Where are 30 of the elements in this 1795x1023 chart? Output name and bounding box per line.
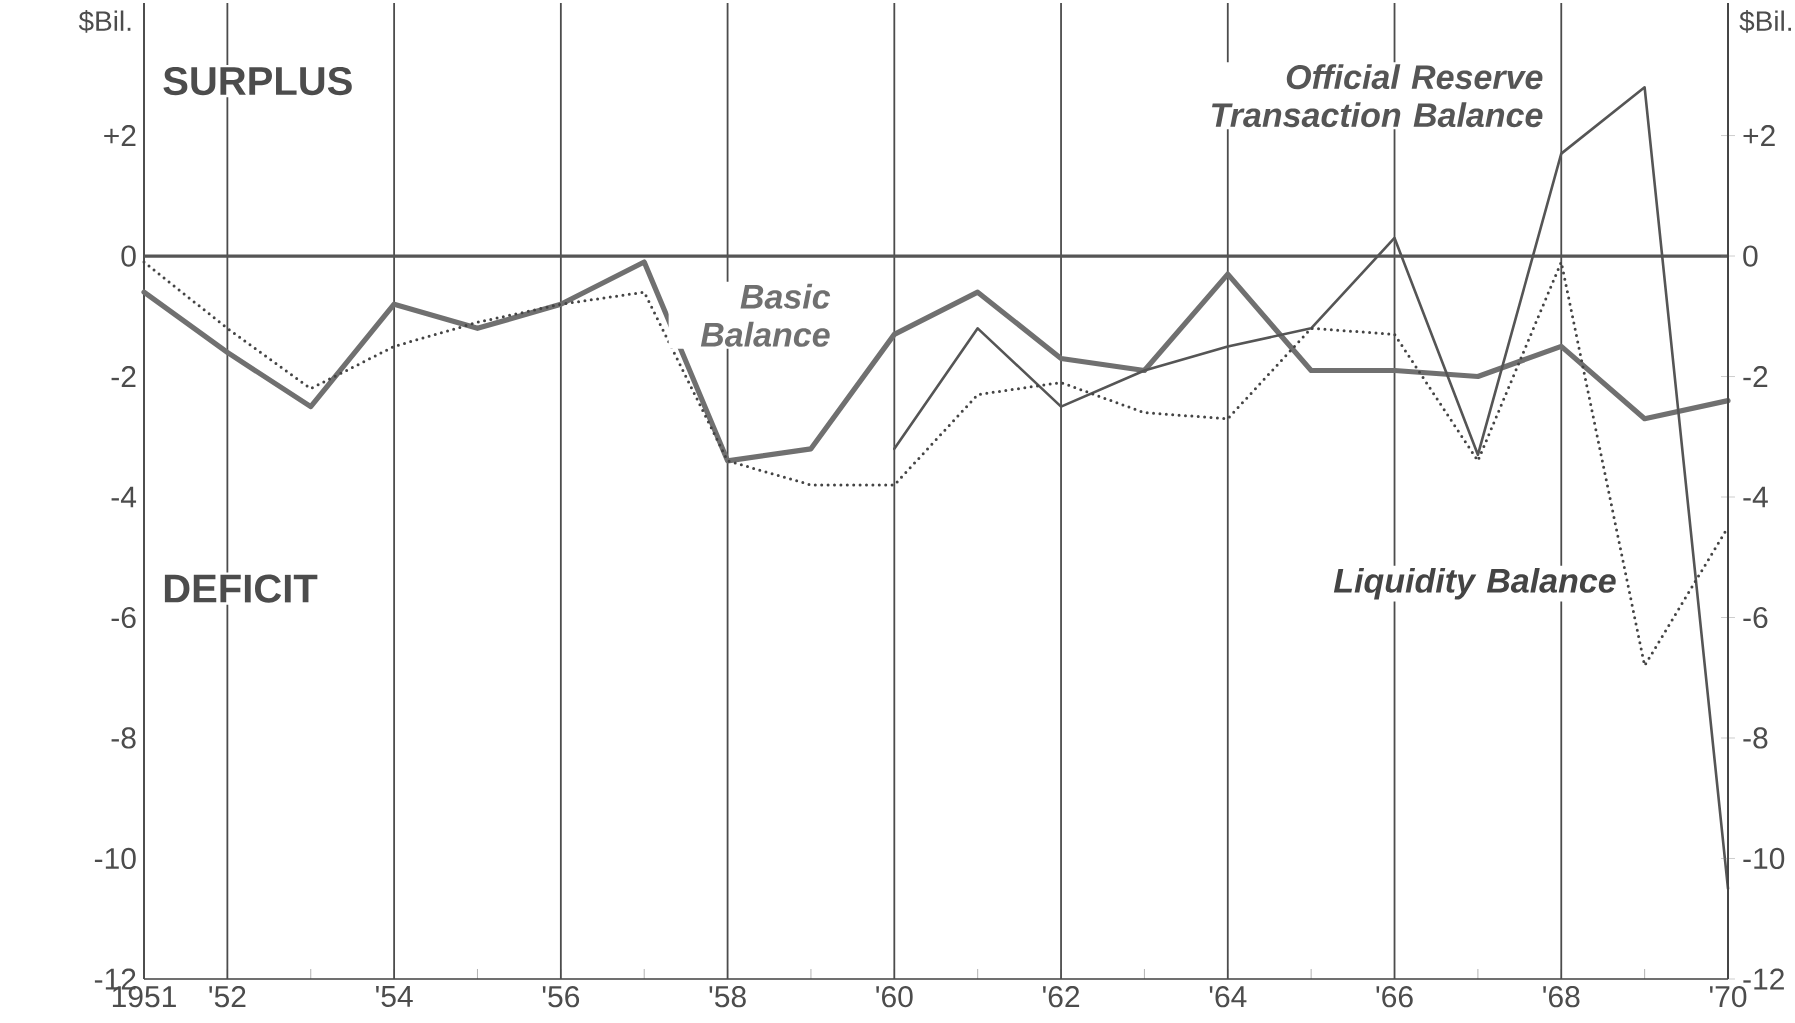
y-tick-label: -8 xyxy=(111,727,136,749)
x-tick-label: '62 xyxy=(1043,986,1080,1008)
series-label: Official Reserve Transaction Balance xyxy=(1212,64,1543,128)
y2-tick-label: -6 xyxy=(1743,606,1768,629)
y2-tick-label: -8 xyxy=(1743,727,1768,749)
x-tick-label: '68 xyxy=(1543,986,1580,1008)
y-tick-label: -2 xyxy=(111,366,136,387)
x-tick-label: '52 xyxy=(209,986,246,1008)
x-tick-label: '60 xyxy=(876,986,913,1008)
y-tick-label: 0 xyxy=(121,245,136,267)
series-label: Basic Balance xyxy=(700,283,831,347)
annotation: SURPLUS xyxy=(163,66,352,96)
y2-tick-label: 0 xyxy=(1743,245,1758,267)
y2-tick-label: -2 xyxy=(1743,366,1768,387)
y-axis-title: $Bil. xyxy=(78,10,131,33)
y2-tick-label: -10 xyxy=(1743,847,1785,870)
y2-tick-label: -4 xyxy=(1743,486,1768,508)
x-tick-label: '66 xyxy=(1376,986,1413,1008)
y-tick-label: -4 xyxy=(111,486,137,508)
annotation: DEFICIT xyxy=(164,574,318,603)
x-tick-label: '58 xyxy=(709,986,746,1008)
x-tick-label: '64 xyxy=(1209,986,1247,1008)
x-tick-label: '56 xyxy=(542,986,580,1008)
x-tick-label: '54 xyxy=(376,986,413,1007)
y-tick-label: -6 xyxy=(111,606,136,629)
y2-axis-title: $Bil. xyxy=(1739,10,1791,33)
series-label: Liquidity Balance xyxy=(1333,567,1616,600)
y-tick-label: -10 xyxy=(94,847,136,870)
y2-tick-label: +2 xyxy=(1743,125,1775,146)
y-tick-label: +2 xyxy=(104,125,136,147)
